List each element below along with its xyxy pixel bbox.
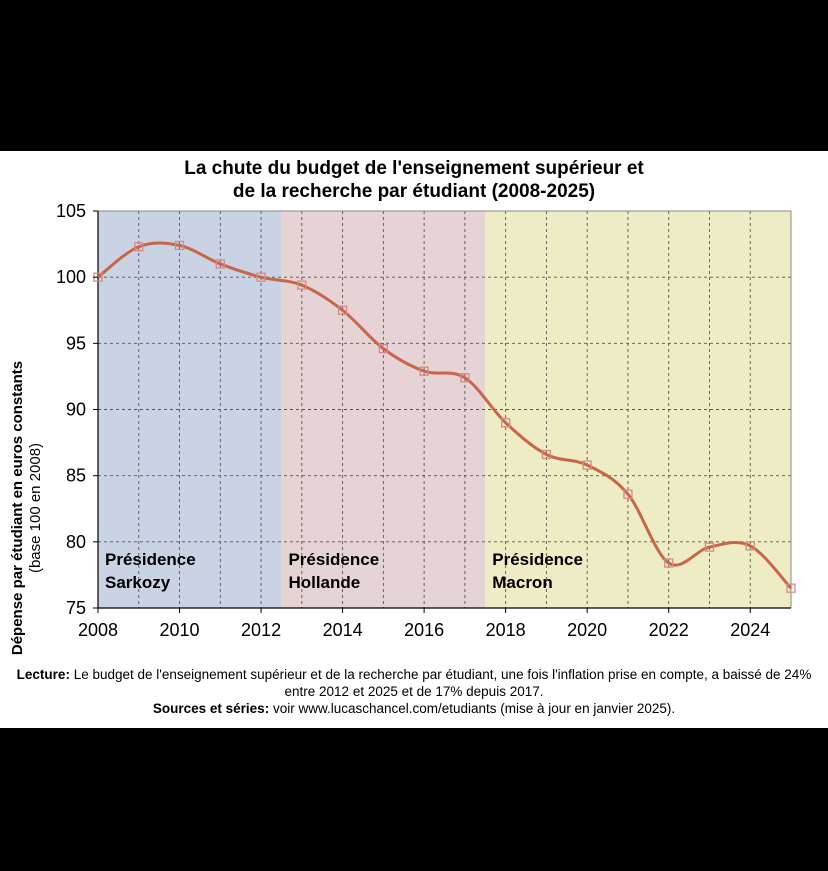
x-tick-label-2016: 2016 (404, 620, 444, 640)
data-point-2011 (215, 259, 225, 269)
gridlines (98, 211, 791, 608)
region-1-label-0: Présidence (288, 550, 379, 569)
sources-note: Sources et séries: voir www.lucaschancel… (10, 700, 818, 717)
chart-panel: La chute du budget de l'enseignement sup… (0, 151, 828, 728)
y-tick-label-105: 105 (56, 201, 86, 221)
y-tick-label-90: 90 (66, 400, 86, 420)
line-chart: Présidence Sarkozy Présidence Hollande Prési… (9, 201, 796, 655)
region-1-label-1: Hollande (288, 573, 360, 592)
chart-title: La chute du budget de l'enseignement sup… (0, 157, 828, 203)
data-point-2009 (134, 242, 144, 252)
data-point-2023 (704, 542, 715, 552)
sources-text: voir www.lucaschancel.com/etudiants (mis… (269, 701, 676, 716)
region-0-label-0: Présidence (105, 550, 196, 569)
data-point-2012 (256, 272, 266, 282)
y-axis-labels: Dépense par étudiant en euros constants … (9, 361, 44, 655)
x-tick-label-2014: 2014 (323, 620, 363, 640)
x-tick-label-2020: 2020 (567, 620, 607, 640)
lecture-note: Lecture: Le budget de l'enseignement sup… (10, 666, 818, 700)
y-tick-label-100: 100 (56, 267, 86, 287)
data-point-2017 (460, 373, 470, 383)
y-tick-label-80: 80 (66, 532, 86, 552)
data-point-2015 (378, 343, 389, 354)
lecture-text: Le budget de l'enseignement supérieur et… (69, 667, 812, 699)
x-tick-label-2012: 2012 (241, 620, 281, 640)
data-point-2019 (541, 449, 552, 460)
sources-label: Sources et séries: (152, 701, 270, 716)
data-point-2016 (419, 366, 429, 376)
region-2-label-0: Présidence (492, 550, 583, 569)
region-2-label-1: Macron (492, 573, 552, 592)
data-point-2022 (664, 558, 674, 568)
x-tick-label-2008: 2008 (78, 620, 118, 640)
data-point-2024 (745, 541, 755, 551)
y-axis-label: Dépense par étudiant en euros constants (9, 361, 26, 655)
series-0-line (97, 241, 793, 590)
data-point-2018 (500, 418, 511, 428)
x-tick-label-2024: 2024 (730, 620, 770, 640)
x-tick-label-2018: 2018 (486, 620, 526, 640)
y-axis-sublabel: (base 100 en 2008) (27, 443, 44, 573)
region-0-label-1: Sarkozy (105, 573, 171, 592)
chart-title-line-1: La chute du budget de l'enseignement sup… (184, 158, 644, 179)
x-tick-label-2010: 2010 (160, 620, 200, 640)
data-point-2013 (297, 280, 307, 290)
x-tick-label-2022: 2022 (649, 620, 689, 640)
y-tick-label-85: 85 (66, 466, 86, 486)
axis-ticks: 75 80 85 90 95 100 105 2008 2010 2012 2014 2016 2018… (56, 201, 770, 640)
y-tick-label-75: 75 (66, 598, 86, 618)
data-point-2020 (582, 460, 592, 470)
presidency-labels: Présidence Sarkozy Présidence Hollande Prési… (105, 550, 583, 592)
y-tick-label-95: 95 (66, 333, 86, 353)
chart-footer: Lecture: Le budget de l'enseignement sup… (10, 666, 818, 717)
data-point-2021 (623, 489, 633, 499)
data-point-2014 (337, 305, 348, 315)
data-point-2010 (174, 240, 185, 251)
chart-title-line-2: de la recherche par étudiant (2008-2025) (232, 181, 596, 202)
lecture-label: Lecture: (16, 667, 70, 682)
data-point-2025 (786, 583, 796, 593)
